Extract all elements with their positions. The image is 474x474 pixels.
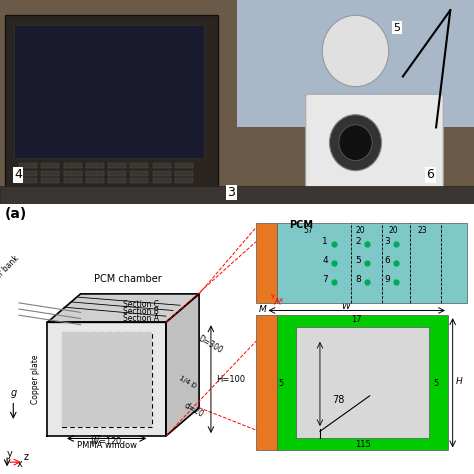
Text: 1/4 D: 1/4 D (178, 375, 197, 390)
Text: PCM: PCM (289, 220, 313, 230)
Text: H=100: H=100 (216, 375, 245, 383)
FancyBboxPatch shape (175, 178, 193, 183)
Circle shape (322, 15, 389, 87)
Text: (a): (a) (5, 207, 27, 221)
Text: 115: 115 (356, 439, 371, 448)
Text: AC power bank: AC power bank (0, 254, 21, 301)
Text: 6: 6 (384, 256, 390, 265)
Text: 7: 7 (322, 275, 328, 284)
FancyBboxPatch shape (175, 171, 193, 176)
Polygon shape (47, 294, 199, 322)
Text: 4: 4 (322, 256, 328, 265)
Text: Copper plate: Copper plate (31, 355, 40, 404)
FancyBboxPatch shape (277, 315, 448, 450)
Text: Section A: Section A (123, 314, 159, 323)
Text: d=20: d=20 (182, 401, 205, 419)
FancyBboxPatch shape (277, 223, 467, 303)
Text: PMMA window: PMMA window (77, 441, 137, 450)
Text: 5: 5 (356, 256, 361, 265)
FancyBboxPatch shape (0, 186, 474, 204)
Text: W: W (341, 302, 350, 311)
Text: M: M (258, 305, 266, 314)
FancyBboxPatch shape (108, 178, 126, 183)
Text: y: y (271, 292, 275, 299)
Text: 4: 4 (14, 168, 22, 182)
FancyBboxPatch shape (130, 171, 148, 176)
FancyBboxPatch shape (108, 171, 126, 176)
FancyBboxPatch shape (296, 327, 429, 438)
FancyBboxPatch shape (5, 15, 218, 189)
FancyBboxPatch shape (153, 163, 171, 168)
Text: Section C: Section C (123, 300, 159, 309)
FancyBboxPatch shape (64, 163, 82, 168)
FancyBboxPatch shape (237, 0, 474, 128)
FancyBboxPatch shape (256, 315, 277, 450)
Text: x: x (279, 297, 283, 303)
FancyBboxPatch shape (175, 163, 193, 168)
FancyBboxPatch shape (19, 163, 37, 168)
FancyBboxPatch shape (130, 178, 148, 183)
FancyBboxPatch shape (306, 94, 443, 191)
Text: 57: 57 (303, 226, 313, 235)
Text: H: H (456, 377, 463, 386)
Text: D=300: D=300 (197, 334, 225, 355)
FancyBboxPatch shape (108, 163, 126, 168)
Text: 23: 23 (417, 226, 427, 235)
Polygon shape (62, 332, 152, 427)
FancyBboxPatch shape (0, 0, 474, 204)
FancyBboxPatch shape (86, 163, 104, 168)
FancyBboxPatch shape (153, 178, 171, 183)
FancyBboxPatch shape (64, 178, 82, 183)
Text: 3: 3 (384, 237, 390, 246)
Text: $\overline{W}$=120: $\overline{W}$=120 (91, 433, 123, 447)
Text: 2: 2 (356, 237, 361, 246)
Circle shape (339, 125, 372, 161)
Text: x: x (17, 459, 22, 469)
Text: 3: 3 (228, 186, 236, 199)
Text: g: g (10, 388, 17, 398)
Circle shape (329, 115, 382, 171)
Text: PCM chamber: PCM chamber (94, 274, 162, 284)
Text: 78: 78 (332, 395, 344, 405)
Text: 5: 5 (434, 379, 439, 388)
Text: 20: 20 (389, 226, 398, 235)
Text: 5: 5 (279, 379, 284, 388)
FancyBboxPatch shape (14, 26, 204, 158)
FancyBboxPatch shape (153, 171, 171, 176)
FancyBboxPatch shape (41, 163, 59, 168)
Text: 5: 5 (393, 23, 401, 33)
Text: Section B: Section B (123, 307, 159, 316)
Polygon shape (166, 294, 199, 436)
FancyBboxPatch shape (86, 178, 104, 183)
FancyBboxPatch shape (19, 171, 37, 176)
Text: 8: 8 (356, 275, 361, 284)
FancyBboxPatch shape (64, 171, 82, 176)
Text: y: y (7, 449, 13, 459)
FancyBboxPatch shape (130, 163, 148, 168)
FancyBboxPatch shape (19, 178, 37, 183)
Text: z: z (24, 452, 29, 462)
Text: 9: 9 (384, 275, 390, 284)
Text: 20: 20 (356, 226, 365, 235)
Text: 17: 17 (351, 315, 361, 324)
FancyBboxPatch shape (41, 171, 59, 176)
Polygon shape (47, 322, 166, 436)
FancyBboxPatch shape (41, 178, 59, 183)
FancyBboxPatch shape (86, 171, 104, 176)
Text: 1: 1 (322, 237, 328, 246)
Text: 6: 6 (427, 168, 435, 182)
FancyBboxPatch shape (256, 223, 277, 303)
